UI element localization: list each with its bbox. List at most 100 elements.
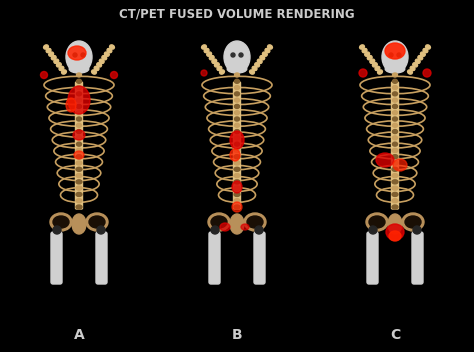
Ellipse shape	[392, 79, 398, 83]
Ellipse shape	[110, 71, 118, 78]
Ellipse shape	[230, 214, 244, 234]
Ellipse shape	[66, 98, 76, 112]
Ellipse shape	[76, 79, 82, 83]
Ellipse shape	[204, 49, 209, 53]
Ellipse shape	[76, 180, 82, 184]
Ellipse shape	[423, 69, 431, 77]
Ellipse shape	[76, 174, 82, 177]
Ellipse shape	[86, 213, 108, 231]
FancyBboxPatch shape	[412, 232, 423, 284]
Ellipse shape	[268, 45, 273, 49]
Ellipse shape	[201, 45, 206, 49]
Ellipse shape	[76, 186, 82, 190]
Ellipse shape	[378, 70, 383, 74]
FancyBboxPatch shape	[254, 232, 265, 284]
Ellipse shape	[44, 45, 48, 49]
Ellipse shape	[76, 73, 82, 77]
FancyBboxPatch shape	[75, 82, 82, 209]
Ellipse shape	[54, 59, 59, 63]
Ellipse shape	[360, 45, 365, 49]
Ellipse shape	[76, 193, 82, 196]
FancyBboxPatch shape	[51, 232, 62, 284]
Ellipse shape	[239, 53, 243, 57]
Ellipse shape	[234, 193, 240, 196]
Ellipse shape	[382, 41, 408, 73]
Ellipse shape	[232, 181, 242, 193]
FancyBboxPatch shape	[392, 82, 399, 209]
FancyBboxPatch shape	[367, 232, 378, 284]
Ellipse shape	[76, 98, 82, 102]
Ellipse shape	[369, 216, 385, 228]
FancyBboxPatch shape	[209, 232, 220, 284]
Ellipse shape	[102, 56, 107, 60]
FancyBboxPatch shape	[96, 232, 107, 284]
Ellipse shape	[76, 205, 82, 209]
Ellipse shape	[76, 149, 82, 152]
Ellipse shape	[69, 65, 89, 73]
Ellipse shape	[76, 123, 82, 127]
Ellipse shape	[91, 70, 96, 74]
Ellipse shape	[392, 180, 398, 184]
Ellipse shape	[234, 167, 240, 171]
Ellipse shape	[59, 66, 64, 70]
Ellipse shape	[107, 49, 112, 53]
Ellipse shape	[73, 130, 85, 140]
Ellipse shape	[76, 142, 82, 146]
Text: CT/PET FUSED VOLUME RENDERING: CT/PET FUSED VOLUME RENDERING	[119, 7, 355, 20]
Ellipse shape	[255, 226, 263, 234]
Ellipse shape	[235, 73, 239, 77]
Ellipse shape	[51, 56, 56, 60]
Ellipse shape	[260, 56, 264, 60]
Ellipse shape	[234, 155, 240, 159]
Ellipse shape	[257, 59, 262, 63]
Ellipse shape	[255, 63, 260, 67]
Ellipse shape	[392, 167, 398, 171]
Ellipse shape	[212, 59, 217, 63]
Ellipse shape	[244, 213, 266, 231]
Ellipse shape	[235, 105, 239, 108]
Ellipse shape	[219, 70, 224, 74]
Ellipse shape	[76, 111, 82, 115]
Ellipse shape	[235, 117, 239, 121]
Text: B: B	[232, 328, 242, 342]
Ellipse shape	[385, 65, 405, 73]
Ellipse shape	[385, 43, 405, 59]
Ellipse shape	[230, 149, 240, 161]
Ellipse shape	[405, 216, 421, 228]
Ellipse shape	[234, 161, 240, 165]
Ellipse shape	[393, 159, 407, 171]
Ellipse shape	[76, 92, 82, 96]
Ellipse shape	[76, 130, 82, 133]
Ellipse shape	[392, 161, 398, 165]
Ellipse shape	[235, 86, 239, 89]
Ellipse shape	[408, 70, 412, 74]
Ellipse shape	[234, 205, 240, 209]
Ellipse shape	[234, 149, 240, 152]
Ellipse shape	[367, 56, 372, 60]
Ellipse shape	[392, 105, 398, 108]
Ellipse shape	[220, 223, 230, 231]
Ellipse shape	[94, 66, 99, 70]
Ellipse shape	[234, 180, 240, 184]
Ellipse shape	[366, 213, 388, 231]
Ellipse shape	[423, 49, 428, 53]
Ellipse shape	[234, 199, 240, 203]
Ellipse shape	[241, 224, 249, 230]
Ellipse shape	[235, 123, 239, 127]
Ellipse shape	[224, 41, 250, 73]
Ellipse shape	[217, 66, 222, 70]
Ellipse shape	[389, 53, 393, 57]
Ellipse shape	[104, 52, 109, 56]
Ellipse shape	[426, 45, 430, 49]
Ellipse shape	[230, 131, 244, 149]
Ellipse shape	[68, 46, 86, 60]
Ellipse shape	[392, 136, 398, 140]
Ellipse shape	[234, 174, 240, 177]
Ellipse shape	[420, 52, 425, 56]
Ellipse shape	[392, 92, 398, 96]
Ellipse shape	[74, 151, 84, 159]
Ellipse shape	[109, 45, 114, 49]
Ellipse shape	[76, 136, 82, 140]
Text: A: A	[73, 328, 84, 342]
Ellipse shape	[265, 49, 270, 53]
